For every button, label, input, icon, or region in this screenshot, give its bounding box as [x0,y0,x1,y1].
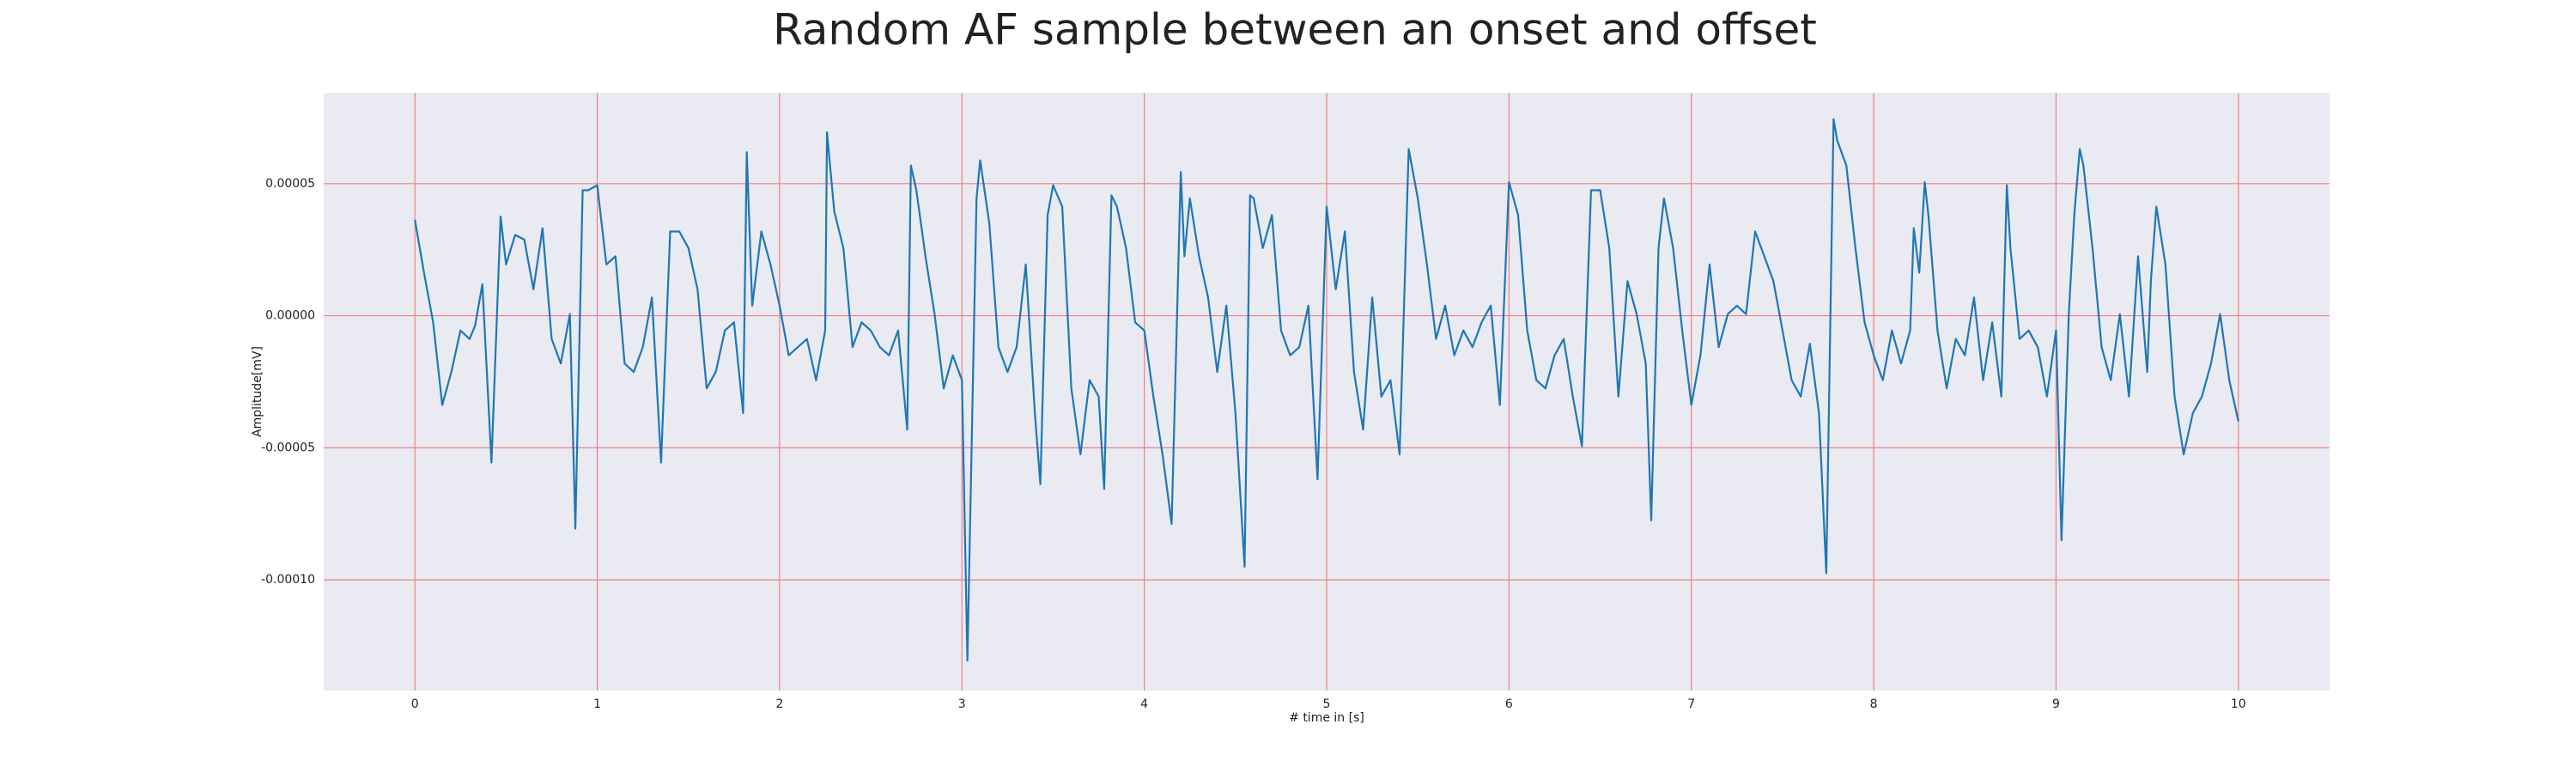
x-tick-label: 4 [1140,697,1148,711]
x-tick-label: 1 [593,697,601,711]
x-tick-label: 7 [1687,697,1695,711]
y-tick-label: -0.00010 [261,573,315,587]
grid [324,93,2330,691]
y-tick-label: 0.00005 [265,177,315,191]
x-axis-label: # time in [s] [1289,711,1364,725]
x-tick-label: 2 [775,697,783,711]
tick-labels: 0 1 2 3 4 5 6 7 8 9 10 -0.00010 -0.00005 0.00000 0.000… [261,177,2246,711]
x-tick-label: 3 [958,697,966,711]
chart-title: Random AF sample between an onset and of… [773,5,1817,55]
y-tick-label: -0.00005 [261,441,315,454]
lines [414,118,2239,662]
x-tick-label: 0 [411,697,419,711]
x-tick-label: 10 [2231,697,2246,711]
y-axis-label: Amplitude[mV] [251,346,264,437]
x-tick-label: 5 [1323,697,1331,711]
x-tick-label: 6 [1505,697,1513,711]
x-tick-label: 8 [1870,697,1878,711]
y-tick-label: 0.00000 [265,309,315,323]
signal-line [414,118,2239,662]
x-tick-label: 9 [2052,697,2060,711]
